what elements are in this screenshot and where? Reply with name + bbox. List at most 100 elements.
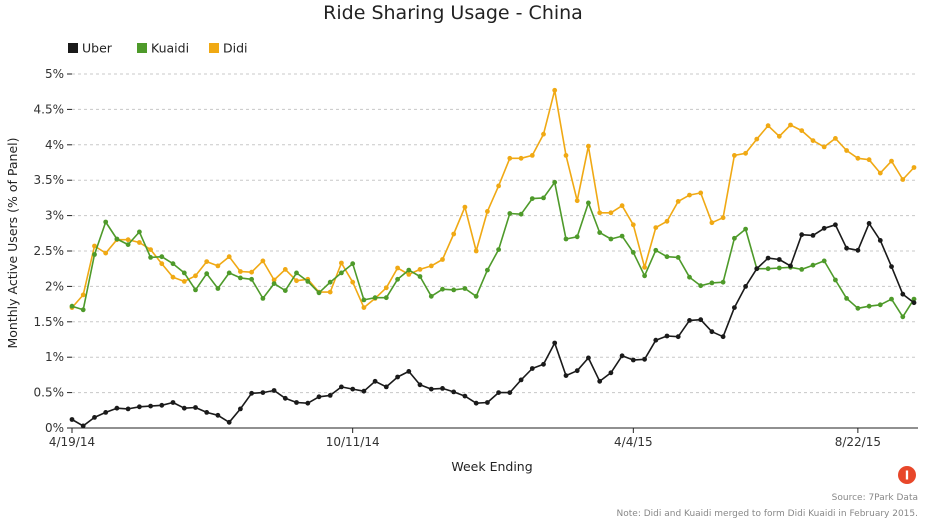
uber-point <box>294 400 299 405</box>
didi-point <box>833 136 838 141</box>
uber-point <box>114 405 120 411</box>
uber-point <box>406 369 412 374</box>
y-tick-label: 5% <box>45 67 64 81</box>
kuaidi-point <box>866 303 872 309</box>
kuaidi-point <box>642 273 647 279</box>
didi-point <box>507 155 513 161</box>
source-note: Source: 7Park Data <box>832 493 918 503</box>
uber-point <box>350 386 356 392</box>
merger-note: Note: Didi and Kuaidi merged to form Did… <box>617 509 918 519</box>
y-tick-label: 0.5% <box>34 386 65 400</box>
kuaidi-point <box>574 234 580 240</box>
kuaidi-point <box>249 276 255 282</box>
brand-logo-icon: I <box>898 466 916 484</box>
legend-label-didi: Didi <box>223 41 248 56</box>
kuaidi-point <box>889 296 894 302</box>
uber-point <box>563 373 569 378</box>
uber-point <box>586 355 591 361</box>
kuaidi-point <box>282 288 288 293</box>
kuaidi-point <box>698 283 704 289</box>
x-tick-label: 4/4/15 <box>614 435 653 449</box>
kuaidi-point <box>619 233 625 239</box>
didi-point <box>80 292 86 298</box>
uber-point <box>215 412 221 418</box>
kuaidi-point <box>709 280 715 286</box>
kuaidi-point <box>732 235 737 241</box>
didi-point <box>586 143 591 149</box>
didi-point <box>518 155 524 161</box>
y-tick-label: 3% <box>45 209 64 223</box>
didi-point <box>159 261 165 267</box>
kuaidi-point <box>350 261 356 267</box>
x-axis-ticks: 4/19/14 10/11/14 4/4/15 8/22/15 <box>49 428 881 449</box>
legend: Uber Kuaidi Didi <box>68 41 248 56</box>
kuaidi-point <box>518 211 524 217</box>
uber-point <box>743 284 748 289</box>
kuaidi-point <box>552 179 558 185</box>
uber-point <box>125 406 131 412</box>
uber-point <box>316 394 322 400</box>
didi-point <box>125 237 131 243</box>
uber-point <box>148 403 154 409</box>
kuaidi-point <box>316 290 322 296</box>
uber-point <box>709 329 715 335</box>
didi-point <box>720 215 726 221</box>
kuaidi-point <box>597 230 603 236</box>
kuaidi-point <box>844 296 849 301</box>
uber-point <box>327 393 333 398</box>
uber-point <box>776 257 782 262</box>
didi-point <box>619 203 625 209</box>
didi-point <box>776 133 782 139</box>
uber-point <box>765 255 771 261</box>
kuaidi-point <box>765 266 771 272</box>
didi-point <box>821 144 827 150</box>
uber-point <box>226 419 232 425</box>
uber-point <box>541 361 546 367</box>
uber-point <box>395 374 400 380</box>
didi-point <box>417 267 423 272</box>
x-tick-label: 4/19/14 <box>49 435 95 449</box>
didi-point <box>473 248 479 254</box>
uber-point <box>462 393 468 399</box>
kuaidi-point <box>361 297 367 303</box>
kuaidi-point <box>675 255 681 260</box>
kuaidi-point <box>383 295 389 301</box>
kuaidi-point <box>529 196 535 202</box>
uber-point <box>788 263 793 269</box>
kuaidi-point <box>215 286 221 291</box>
kuaidi-point <box>92 252 97 257</box>
didi-point <box>193 273 198 279</box>
didi-point <box>675 199 681 204</box>
didi-point <box>238 269 243 274</box>
didi-point <box>428 263 434 269</box>
uber-point <box>877 238 883 243</box>
uber-point <box>597 378 603 384</box>
kuaidi-point <box>137 229 142 235</box>
y-tick-label: 3.5% <box>34 173 65 187</box>
uber-point <box>675 334 681 340</box>
didi-point <box>215 263 221 269</box>
didi-point <box>395 265 400 271</box>
y-tick-label: 2.5% <box>34 244 65 258</box>
kuaidi-point <box>462 286 468 291</box>
uber-point <box>238 406 243 412</box>
kuaidi-point <box>339 270 344 276</box>
uber-point <box>720 334 726 340</box>
didi-point <box>866 157 872 163</box>
didi-point <box>170 274 176 280</box>
uber-point <box>383 384 389 390</box>
didi-point <box>226 254 232 260</box>
uber-point <box>664 333 670 339</box>
didi-point <box>204 259 210 264</box>
uber-point <box>428 386 434 392</box>
didi-point <box>485 209 490 214</box>
legend-swatch-didi <box>209 43 219 53</box>
didi-point <box>181 279 187 284</box>
uber-point <box>339 384 344 390</box>
kuaidi-point <box>406 267 412 273</box>
didi-line <box>71 89 915 309</box>
didi-point <box>249 269 255 275</box>
kuaidi-point <box>428 293 434 299</box>
gridlines <box>72 73 918 394</box>
didi-point <box>630 222 636 228</box>
